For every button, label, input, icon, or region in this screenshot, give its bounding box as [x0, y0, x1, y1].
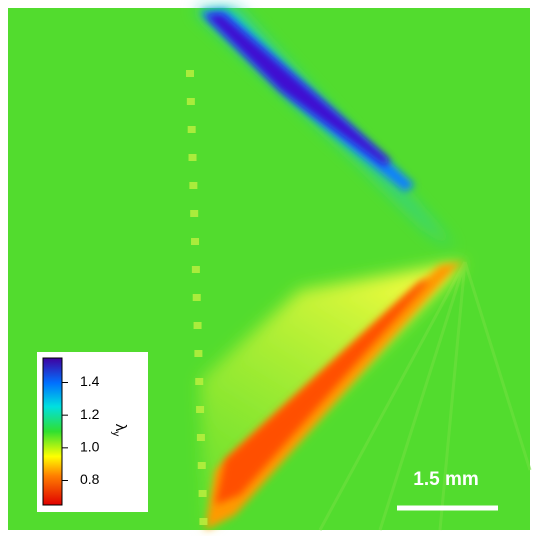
dot — [186, 98, 195, 105]
colorbar-tick-label: 1.0 — [80, 439, 100, 455]
colorbar-tick-label: 0.8 — [80, 471, 100, 487]
dot — [192, 294, 201, 301]
orange-band — [205, 262, 465, 530]
dot — [191, 266, 200, 273]
dot — [191, 238, 200, 245]
indigo-band — [205, 14, 390, 166]
dot — [196, 406, 205, 413]
dot — [198, 490, 207, 497]
cyan-halo — [195, 8, 455, 250]
dot — [188, 154, 197, 161]
dot — [187, 126, 196, 133]
scale-bar-label: 1.5 mm — [413, 469, 478, 490]
colorbar-tick-label: 1.2 — [80, 406, 100, 422]
dot — [197, 462, 206, 469]
dot — [189, 182, 198, 189]
red-band — [215, 280, 430, 505]
dot — [195, 378, 204, 385]
colorbar-ticks: 0.8 1.0 1.2 1.4 — [62, 373, 100, 487]
dot — [194, 350, 203, 357]
dot-line — [186, 70, 208, 525]
colorbar-label: λy — [110, 424, 129, 437]
rays — [318, 261, 532, 531]
colorbar-label-main: λ — [112, 424, 129, 432]
dot — [196, 434, 205, 441]
dot — [199, 518, 208, 525]
dot — [193, 322, 202, 329]
dot — [190, 210, 199, 217]
colorbar-tick-label: 1.4 — [80, 373, 100, 389]
colorbar — [42, 357, 63, 506]
dot — [186, 70, 194, 77]
colorbar-label-sub: y — [110, 431, 121, 436]
